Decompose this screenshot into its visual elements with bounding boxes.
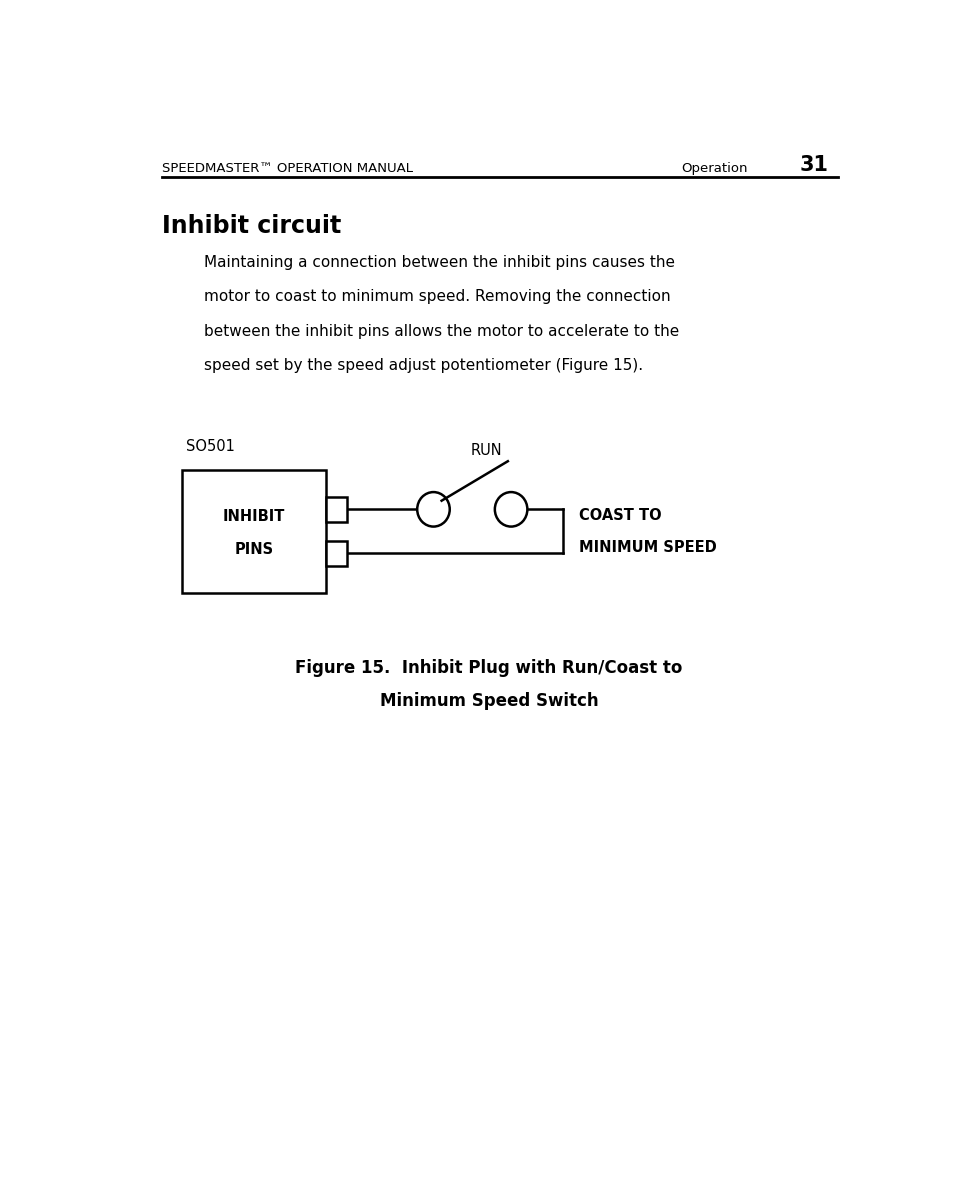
Text: SPEEDMASTER™ OPERATION MANUAL: SPEEDMASTER™ OPERATION MANUAL	[162, 162, 413, 174]
Text: MINIMUM SPEED: MINIMUM SPEED	[578, 540, 716, 555]
Text: between the inhibit pins allows the motor to accelerate to the: between the inhibit pins allows the moto…	[204, 324, 679, 338]
Text: Maintaining a connection between the inhibit pins causes the: Maintaining a connection between the inh…	[204, 255, 675, 270]
Text: INHIBIT: INHIBIT	[223, 509, 285, 525]
Text: speed set by the speed adjust potentiometer (Figure 15).: speed set by the speed adjust potentiome…	[204, 358, 642, 374]
Ellipse shape	[416, 492, 449, 527]
Ellipse shape	[495, 492, 527, 527]
Text: SO501: SO501	[186, 439, 234, 454]
Text: PINS: PINS	[234, 542, 274, 558]
Text: Operation: Operation	[680, 162, 747, 174]
Text: Figure 15.  Inhibit Plug with Run/Coast to: Figure 15. Inhibit Plug with Run/Coast t…	[294, 659, 682, 677]
Text: COAST TO: COAST TO	[578, 507, 661, 522]
Text: motor to coast to minimum speed. Removing the connection: motor to coast to minimum speed. Removin…	[204, 290, 670, 304]
Text: Minimum Speed Switch: Minimum Speed Switch	[379, 692, 598, 710]
Bar	[182, 470, 326, 593]
Text: Inhibit circuit: Inhibit circuit	[162, 215, 341, 238]
Text: 31: 31	[799, 156, 827, 174]
Bar	[326, 496, 347, 522]
Text: RUN: RUN	[470, 443, 501, 459]
Bar	[326, 541, 347, 566]
